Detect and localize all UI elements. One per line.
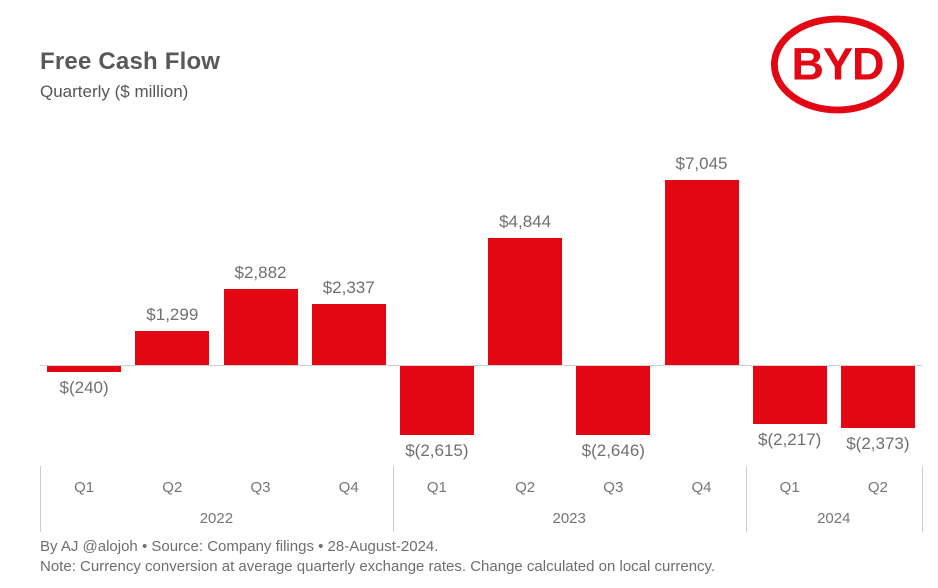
bar-q4-2022	[311, 303, 386, 365]
bar-q2-2023	[488, 237, 563, 365]
bar-q3-2023	[576, 366, 651, 436]
bar-value-label: $2,337	[322, 277, 375, 297]
year-label: 2023	[552, 510, 586, 527]
x-tick-label: Q2	[515, 479, 536, 496]
bar-value-label: $(2,217)	[758, 430, 822, 450]
bar-value-label: $7,045	[675, 154, 728, 173]
axis-group-divider	[745, 466, 747, 532]
x-tick-label: Q1	[74, 479, 95, 496]
bar-value-label: $(240)	[59, 378, 109, 398]
x-tick-label: Q2	[867, 479, 888, 496]
year-label: 2022	[199, 510, 234, 527]
bar-q2-2022	[135, 330, 210, 365]
bar-q1-2022	[47, 366, 122, 373]
footer-byline: By AJ @alojoh • Source: Company filings …	[40, 538, 439, 555]
x-tick-label: Q3	[603, 479, 624, 496]
bar-value-label: $(2,646)	[581, 441, 645, 461]
byd-logo-icon: BYD	[770, 15, 905, 114]
x-tick-label: Q3	[250, 479, 271, 496]
x-tick-label: Q1	[426, 479, 447, 496]
bar-value-label: $(2,615)	[405, 440, 469, 460]
x-tick-label: Q1	[779, 479, 800, 496]
bar-value-label: $(2,373)	[846, 434, 910, 454]
bar-q1-2023	[399, 366, 474, 435]
page-title: Free Cash Flow	[40, 48, 221, 75]
zero-axis-line	[40, 365, 922, 366]
bar-value-label: $4,844	[499, 211, 552, 231]
year-label: 2024	[817, 510, 851, 527]
bar-q1-2024	[752, 366, 827, 425]
x-tick-label: Q4	[691, 479, 712, 496]
byd-logo-text: BYD	[791, 39, 883, 90]
bar-q4-2023	[664, 180, 739, 365]
bar-q3-2022	[223, 289, 298, 365]
x-tick-label: Q2	[162, 479, 183, 496]
bar-value-label: $2,882	[234, 263, 287, 283]
bar-q2-2024	[840, 366, 915, 429]
axis-group-divider	[921, 466, 923, 532]
axis-group-divider	[392, 466, 394, 532]
bar-value-label: $1,299	[146, 304, 199, 324]
footer-note: Note: Currency conversion at average qua…	[40, 558, 716, 575]
x-tick-label: Q4	[338, 479, 359, 496]
axis-group-divider	[39, 466, 41, 532]
page-subtitle: Quarterly ($ million)	[40, 82, 189, 101]
